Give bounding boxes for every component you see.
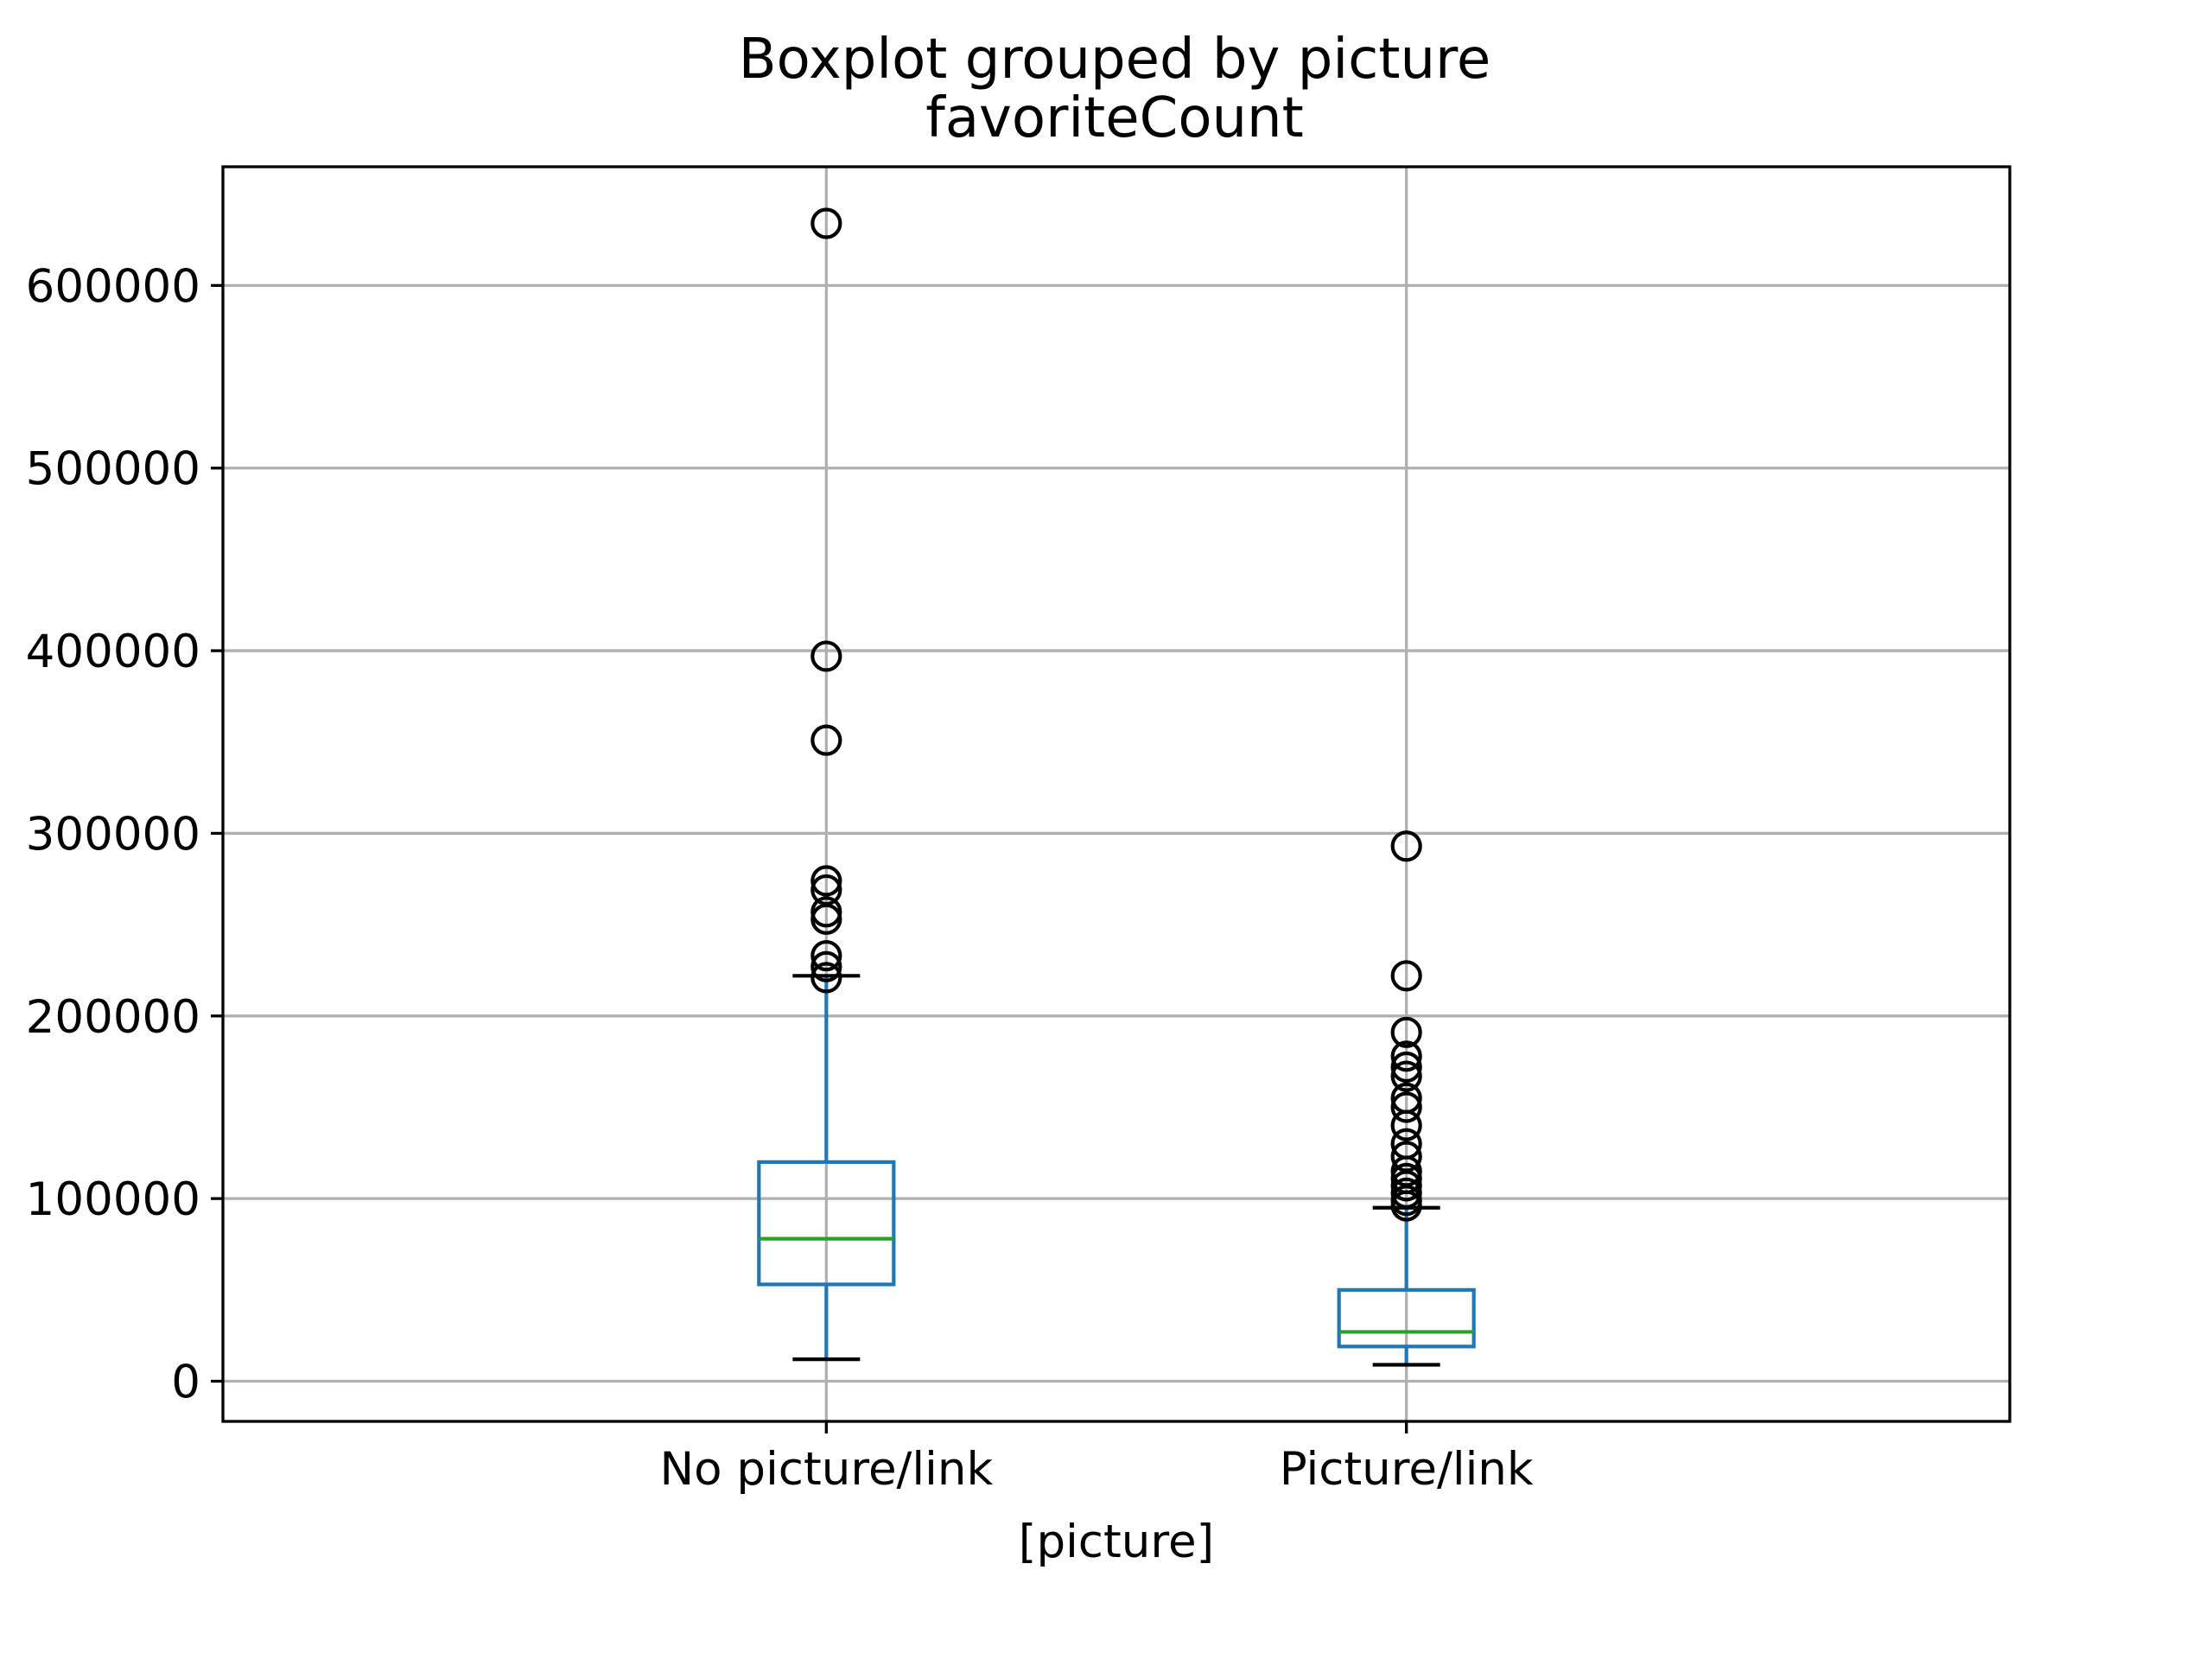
y-tick-label: 400000 xyxy=(26,626,200,678)
y-tick-label: 200000 xyxy=(26,991,200,1044)
y-tick-label: 600000 xyxy=(26,260,200,313)
outlier-point xyxy=(1390,1051,1422,1084)
chart-title: Boxplot grouped by picture xyxy=(739,28,1491,92)
outlier-point xyxy=(810,939,842,972)
outlier-point xyxy=(810,865,842,897)
outlier-point xyxy=(1390,830,1422,862)
x-tick-label: Picture/link xyxy=(1280,1443,1534,1496)
outlier-point xyxy=(810,950,842,982)
box-elements xyxy=(757,207,1476,1367)
axis-ticks: 0 100000 200000 300000 400000 500000 600000 No … xyxy=(26,260,1534,1496)
outlier-point xyxy=(810,640,842,672)
outlier-point xyxy=(1390,1109,1422,1141)
x-axis-label: [picture] xyxy=(1019,1516,1214,1568)
outlier-point xyxy=(1390,1040,1422,1072)
outlier-point xyxy=(1390,1060,1422,1092)
plot-frame xyxy=(221,165,2012,1423)
outlier-point xyxy=(810,903,842,935)
grid-lines xyxy=(223,167,2010,1421)
outlier-point xyxy=(810,724,842,756)
chart-subtitle: favoriteCount xyxy=(925,86,1303,150)
outlier-point xyxy=(810,962,842,994)
outlier-point xyxy=(1390,1016,1422,1048)
iqr-box xyxy=(1337,1287,1476,1349)
outlier-point xyxy=(810,207,842,239)
outlier-point xyxy=(1390,1091,1422,1123)
y-tick-label: 500000 xyxy=(26,443,200,496)
y-tick-label: 300000 xyxy=(26,808,200,861)
iqr-box xyxy=(757,1160,896,1287)
outlier-point xyxy=(1390,1190,1422,1222)
x-tick-label: No picture/link xyxy=(660,1443,994,1496)
y-tick-label: 0 xyxy=(171,1357,200,1409)
outlier-point xyxy=(1390,960,1422,992)
y-tick-label: 100000 xyxy=(26,1173,200,1226)
